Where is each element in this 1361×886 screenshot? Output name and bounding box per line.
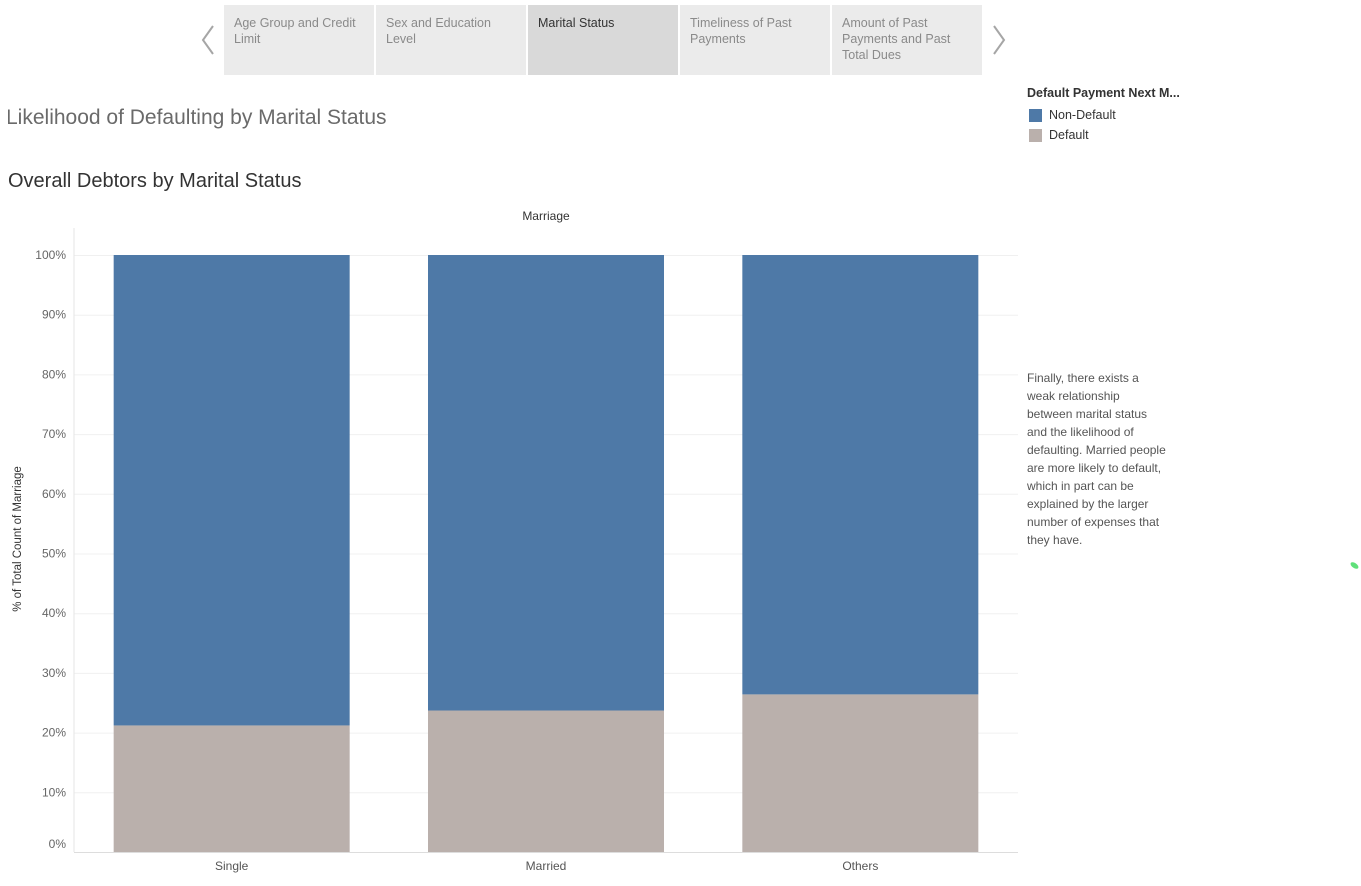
y-tick-label: 50%: [42, 547, 66, 561]
sheet-title: Overall Debtors by Marital Status: [8, 170, 302, 192]
story-point-label: Marital Status: [538, 16, 615, 30]
legend-item-non-default[interactable]: Non-Default: [1027, 105, 1187, 125]
story-point-label: Payments: [690, 32, 746, 46]
bar-segment-default-single[interactable]: [113, 725, 350, 852]
legend-swatch: [1029, 108, 1042, 122]
legend-title[interactable]: Default Payment Next M...: [1027, 86, 1180, 100]
previous-story-point-button[interactable]: [195, 5, 221, 75]
color-legend: Default Payment Next M... Non-Default De…: [1027, 86, 1187, 145]
annotation-text: Finally, there exists a weak relationshi…: [1027, 371, 1166, 547]
bar-segment-default-married[interactable]: [428, 710, 664, 852]
story-point-label: Age Group and Credit: [234, 16, 356, 30]
story-point-label: Total Dues: [842, 48, 902, 62]
y-tick-label: 0%: [49, 837, 67, 851]
story-point-marital-status[interactable]: Marital Status: [528, 5, 678, 75]
x-tick-label: Married: [526, 859, 567, 873]
bars: [113, 255, 979, 852]
bar-segment-non-default-single[interactable]: [113, 255, 350, 726]
next-story-point-button[interactable]: [986, 5, 1012, 75]
chevron-right-icon: [993, 25, 1006, 55]
story-point-label: Payments and Past: [842, 32, 951, 46]
x-axis: Single Married Others: [215, 859, 878, 873]
legend-swatch: [1029, 128, 1042, 142]
story-point-amount-payments[interactable]: Amount of Past Payments and Past Total D…: [832, 5, 982, 75]
y-tick-label: 80%: [42, 367, 66, 381]
y-axis: 0% 10% 20% 30% 40% 50% 60% 70% 80% 90% 100%: [35, 228, 1018, 853]
story-title: Likelihood of Defaulting by Marital Stat…: [6, 106, 387, 129]
y-tick-label: 70%: [42, 427, 66, 441]
cursor-mark: [1349, 560, 1360, 571]
legend-item-label: Non-Default: [1049, 108, 1116, 122]
story-navigation: Age Group and Credit Limit Sex and Educa…: [195, 5, 1015, 75]
legend-item-default[interactable]: Default: [1027, 125, 1187, 145]
y-tick-label: 40%: [42, 606, 66, 620]
story-point-label: Limit: [234, 32, 261, 46]
x-tick-label: Others: [842, 859, 878, 873]
story-point-label: Level: [386, 32, 416, 46]
column-header: Marriage: [522, 209, 570, 223]
story-point-age-group[interactable]: Age Group and Credit Limit: [224, 5, 374, 75]
y-tick-label: 10%: [42, 785, 66, 799]
legend-item-label: Default: [1049, 128, 1089, 142]
y-tick-label: 100%: [35, 248, 66, 262]
story-point-label: Amount of Past: [842, 16, 928, 30]
story-point-sex-education[interactable]: Sex and Education Level: [376, 5, 526, 75]
bar-segment-non-default-others[interactable]: [742, 255, 979, 695]
y-axis-title: % of Total Count of Marriage: [12, 466, 24, 612]
y-tick-label: 30%: [42, 666, 66, 680]
y-tick-label: 20%: [42, 726, 66, 740]
story-point-label: Sex and Education: [386, 16, 491, 30]
x-tick-label: Single: [215, 859, 249, 873]
y-tick-label: 90%: [42, 308, 66, 322]
story-point-timeliness[interactable]: Timeliness of Past Payments: [680, 5, 830, 75]
left-edge-clip: [0, 100, 8, 210]
bar-segment-default-others[interactable]: [742, 694, 979, 852]
chevron-left-icon: [201, 25, 214, 55]
stacked-bar-chart: Marriage % of Total Count of Marriage 0%…: [12, 209, 1018, 873]
y-tick-label: 60%: [42, 487, 66, 501]
story-point-label: Timeliness of Past: [690, 16, 792, 30]
bar-segment-non-default-married[interactable]: [428, 255, 664, 711]
